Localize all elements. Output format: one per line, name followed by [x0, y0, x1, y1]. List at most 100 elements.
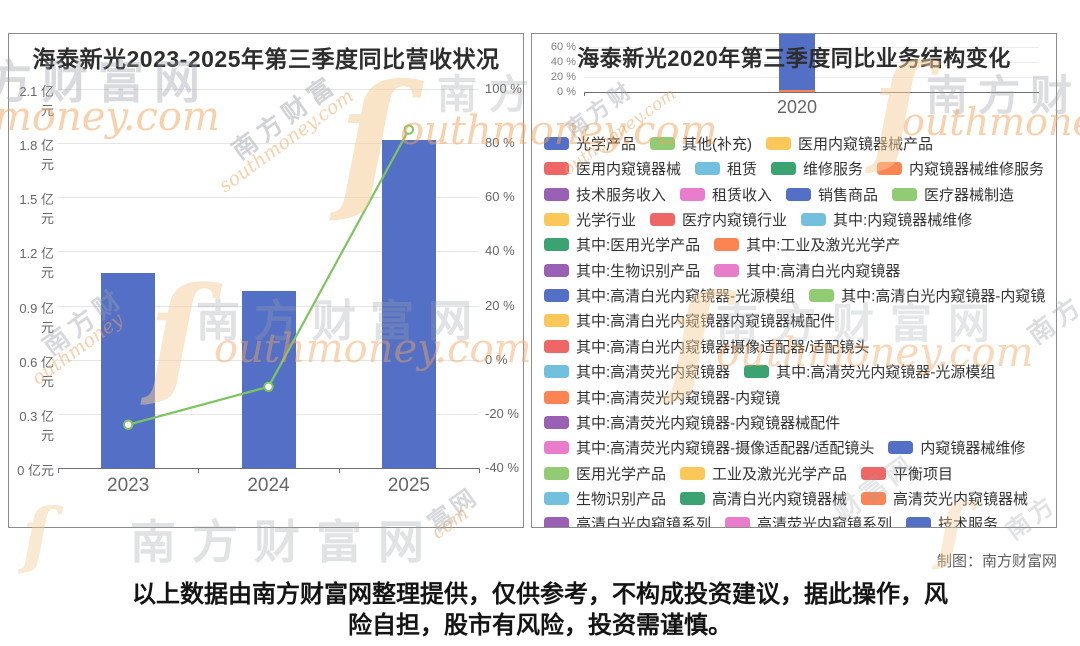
revenue-bar[interactable]: [101, 273, 156, 468]
y-axis-right-label: 20 %: [485, 297, 515, 313]
yoy-line-series[interactable]: [58, 89, 479, 468]
revenue-chart-panel: 海泰新光2023-2025年第三季度同比营收状况 2.1 亿元 100 % 1.8 …: [8, 33, 524, 528]
structure-legend-item[interactable]: 光学行业: [544, 209, 636, 230]
legend-label: 其中:医用光学产品: [576, 237, 701, 255]
structure-legend-item[interactable]: 维修服务: [771, 158, 863, 179]
structure-legend-item[interactable]: 销售商品: [786, 184, 878, 205]
legend-label: 其中:高清白光内窥镜器-光源模组: [576, 288, 796, 306]
revenue-bar[interactable]: [381, 139, 436, 468]
legend-swatch: [544, 213, 569, 227]
structure-category-label: 2020: [776, 97, 818, 117]
legend-swatch: [544, 517, 569, 527]
legend-label: 销售商品: [818, 186, 879, 204]
legend-label: 其中:工业及激光光学产: [746, 237, 901, 255]
structure-legend-item[interactable]: 其中:高清荧光内窥镜器-内窥镜器械配件: [544, 412, 840, 433]
legend-label: 高清白光内窥镜器械: [712, 490, 848, 508]
legend-swatch: [771, 162, 797, 176]
structure-legend-item[interactable]: 生物识别产品: [544, 488, 666, 509]
structure-legend-item[interactable]: 高清白光内窥镜系列: [544, 513, 711, 527]
structure-bar-segment[interactable]: [779, 34, 815, 90]
structure-legend-item[interactable]: 其中:高清白光内窥镜器-内窥镜: [809, 285, 1045, 306]
legend-label: 其中:高清荧光内窥镜器-内窥镜器械配件: [576, 414, 841, 432]
yoy-line-marker[interactable]: [403, 124, 415, 135]
y-axis-left-label: 0 亿元: [17, 463, 54, 478]
legend-swatch: [650, 213, 676, 227]
legend-swatch: [544, 162, 569, 176]
y-axis-right-label: 0 %: [485, 351, 508, 367]
legend-swatch: [680, 187, 706, 201]
structure-legend-row: 技术服务收入 租赁收入 销售商品 医疗器械制造: [544, 184, 1014, 205]
structure-legend-row: 其中:高清荧光内窥镜器-摄像适配器/适配镜头 内窥镜器械维修: [544, 437, 1025, 458]
structure-y-axis-label: 20 %: [550, 71, 576, 83]
structure-legend-row: 其中:高清荧光内窥镜器 其中:高清荧光内窥镜器-光源模组: [544, 361, 995, 382]
structure-legend-row: 高清白光内窥镜系列 高清荧光内窥镜系列 技术服务: [544, 513, 999, 528]
structure-legend-item[interactable]: 其中:高清荧光内窥镜器-摄像适配器/适配镜头: [544, 437, 874, 458]
y-axis-left-label: 0.6 亿元: [19, 354, 54, 389]
structure-legend-item[interactable]: 其中:高清荧光内窥镜器-光源模组: [744, 361, 995, 382]
legend-swatch: [544, 238, 569, 252]
legend-swatch: [544, 390, 569, 404]
structure-legend-row: 其中:高清白光内窥镜器-光源模组 其中:高清白光内窥镜器-内窥镜: [544, 285, 1045, 306]
structure-legend-item[interactable]: 其中:高清白光内窥镜器摄像适配器/适配镜头: [544, 336, 869, 357]
structure-legend-item[interactable]: 光学产品: [544, 133, 636, 154]
legend-label: 其中:高清白光内窥镜器内窥镜器械配件: [576, 313, 836, 331]
legend-label: 内窥镜器械维修: [920, 440, 1026, 458]
legend-label: 平衡项目: [893, 465, 954, 483]
structure-legend-row: 生物识别产品 高清白光内窥镜器械 高清荧光内窥镜器械: [544, 488, 1028, 509]
structure-legend-item[interactable]: 其中:内窥镜器械维修: [801, 209, 972, 230]
legend-label: 租赁收入: [712, 186, 773, 204]
yoy-line-marker[interactable]: [263, 381, 274, 392]
legend-swatch: [544, 365, 569, 379]
y-axis-left-label: 0.9 亿元: [19, 300, 54, 335]
structure-legend-item[interactable]: 医用内窥镜器械产品: [766, 133, 933, 154]
structure-y-axis-label: 40 %: [550, 56, 576, 68]
x-axis-tick: [58, 468, 59, 473]
structure-bar-segment[interactable]: [779, 89, 815, 92]
revenue-bar[interactable]: [241, 291, 296, 468]
x-axis-category-label: 2023: [107, 475, 150, 496]
structure-legend-item[interactable]: 其中:高清荧光内窥镜器: [544, 361, 730, 382]
x-axis-category-label: 2025: [387, 475, 430, 496]
structure-legend-item[interactable]: 医用光学产品: [544, 463, 666, 484]
structure-legend-item[interactable]: 其中:高清荧光内窥镜器-内窥镜: [544, 387, 780, 408]
chart-credit: 制图：南方财富网: [936, 553, 1057, 570]
structure-legend-item[interactable]: 医用内窥镜器械: [544, 158, 681, 179]
structure-legend-item[interactable]: 租赁收入: [680, 184, 772, 205]
legend-swatch: [544, 314, 569, 328]
structure-legend-item[interactable]: 医疗内窥镜行业: [650, 209, 787, 230]
legend-label: 其中:高清白光内窥镜器-内窥镜: [841, 288, 1046, 306]
structure-legend-item[interactable]: 医疗器械制造: [892, 184, 1014, 205]
structure-legend-row: 医用光学产品 工业及激光光学产品 平衡项目: [544, 463, 953, 484]
structure-legend-row: 医用内窥镜器械 租赁 维修服务 内窥镜器械维修服务: [544, 158, 1044, 179]
structure-legend-item[interactable]: 其中:生物识别产品: [544, 260, 700, 281]
structure-legend-row: 光学产品 其他(补充) 医用内窥镜器械产品: [544, 133, 933, 154]
y-axis-right-label: 40 %: [485, 243, 515, 259]
yoy-line-marker[interactable]: [122, 419, 134, 430]
structure-legend-item[interactable]: 其中:高清白光内窥镜器-光源模组: [544, 285, 795, 306]
structure-legend-item[interactable]: 其中:高清白光内窥镜器: [714, 260, 900, 281]
legend-swatch: [888, 441, 914, 455]
structure-legend-item[interactable]: 其中:工业及激光光学产: [714, 234, 900, 255]
structure-legend-item[interactable]: 其他(补充): [650, 133, 752, 154]
structure-legend-item[interactable]: 技术服务: [906, 513, 999, 528]
structure-legend-item[interactable]: 高清荧光内窥镜系列: [725, 513, 892, 527]
legend-label: 其中:内窥镜器械维修: [833, 212, 973, 230]
structure-legend-item[interactable]: 其中:医用光学产品: [544, 234, 700, 255]
structure-legend-item[interactable]: 其中:高清白光内窥镜器内窥镜器械配件: [544, 310, 835, 331]
structure-legend-item[interactable]: 高清荧光内窥镜器械: [861, 488, 1028, 509]
structure-legend-row: 其中:高清荧光内窥镜器-内窥镜: [544, 387, 780, 408]
structure-legend-item[interactable]: 内窥镜器械维修: [888, 437, 1025, 458]
gridline: [58, 251, 479, 253]
legend-swatch: [544, 466, 569, 480]
structure-legend-item[interactable]: 工业及激光光学产品: [680, 463, 847, 484]
gridline: [58, 197, 479, 199]
structure-legend-item[interactable]: 租赁: [695, 158, 757, 179]
legend-label: 维修服务: [803, 161, 864, 179]
structure-legend-item[interactable]: 技术服务收入: [544, 184, 666, 205]
structure-legend-item[interactable]: 内窥镜器械维修服务: [877, 158, 1044, 179]
legend-label: 技术服务: [938, 516, 999, 528]
structure-legend-item[interactable]: 平衡项目: [861, 463, 953, 484]
legend-swatch: [695, 162, 721, 176]
structure-legend-item[interactable]: 高清白光内窥镜器械: [680, 488, 847, 509]
